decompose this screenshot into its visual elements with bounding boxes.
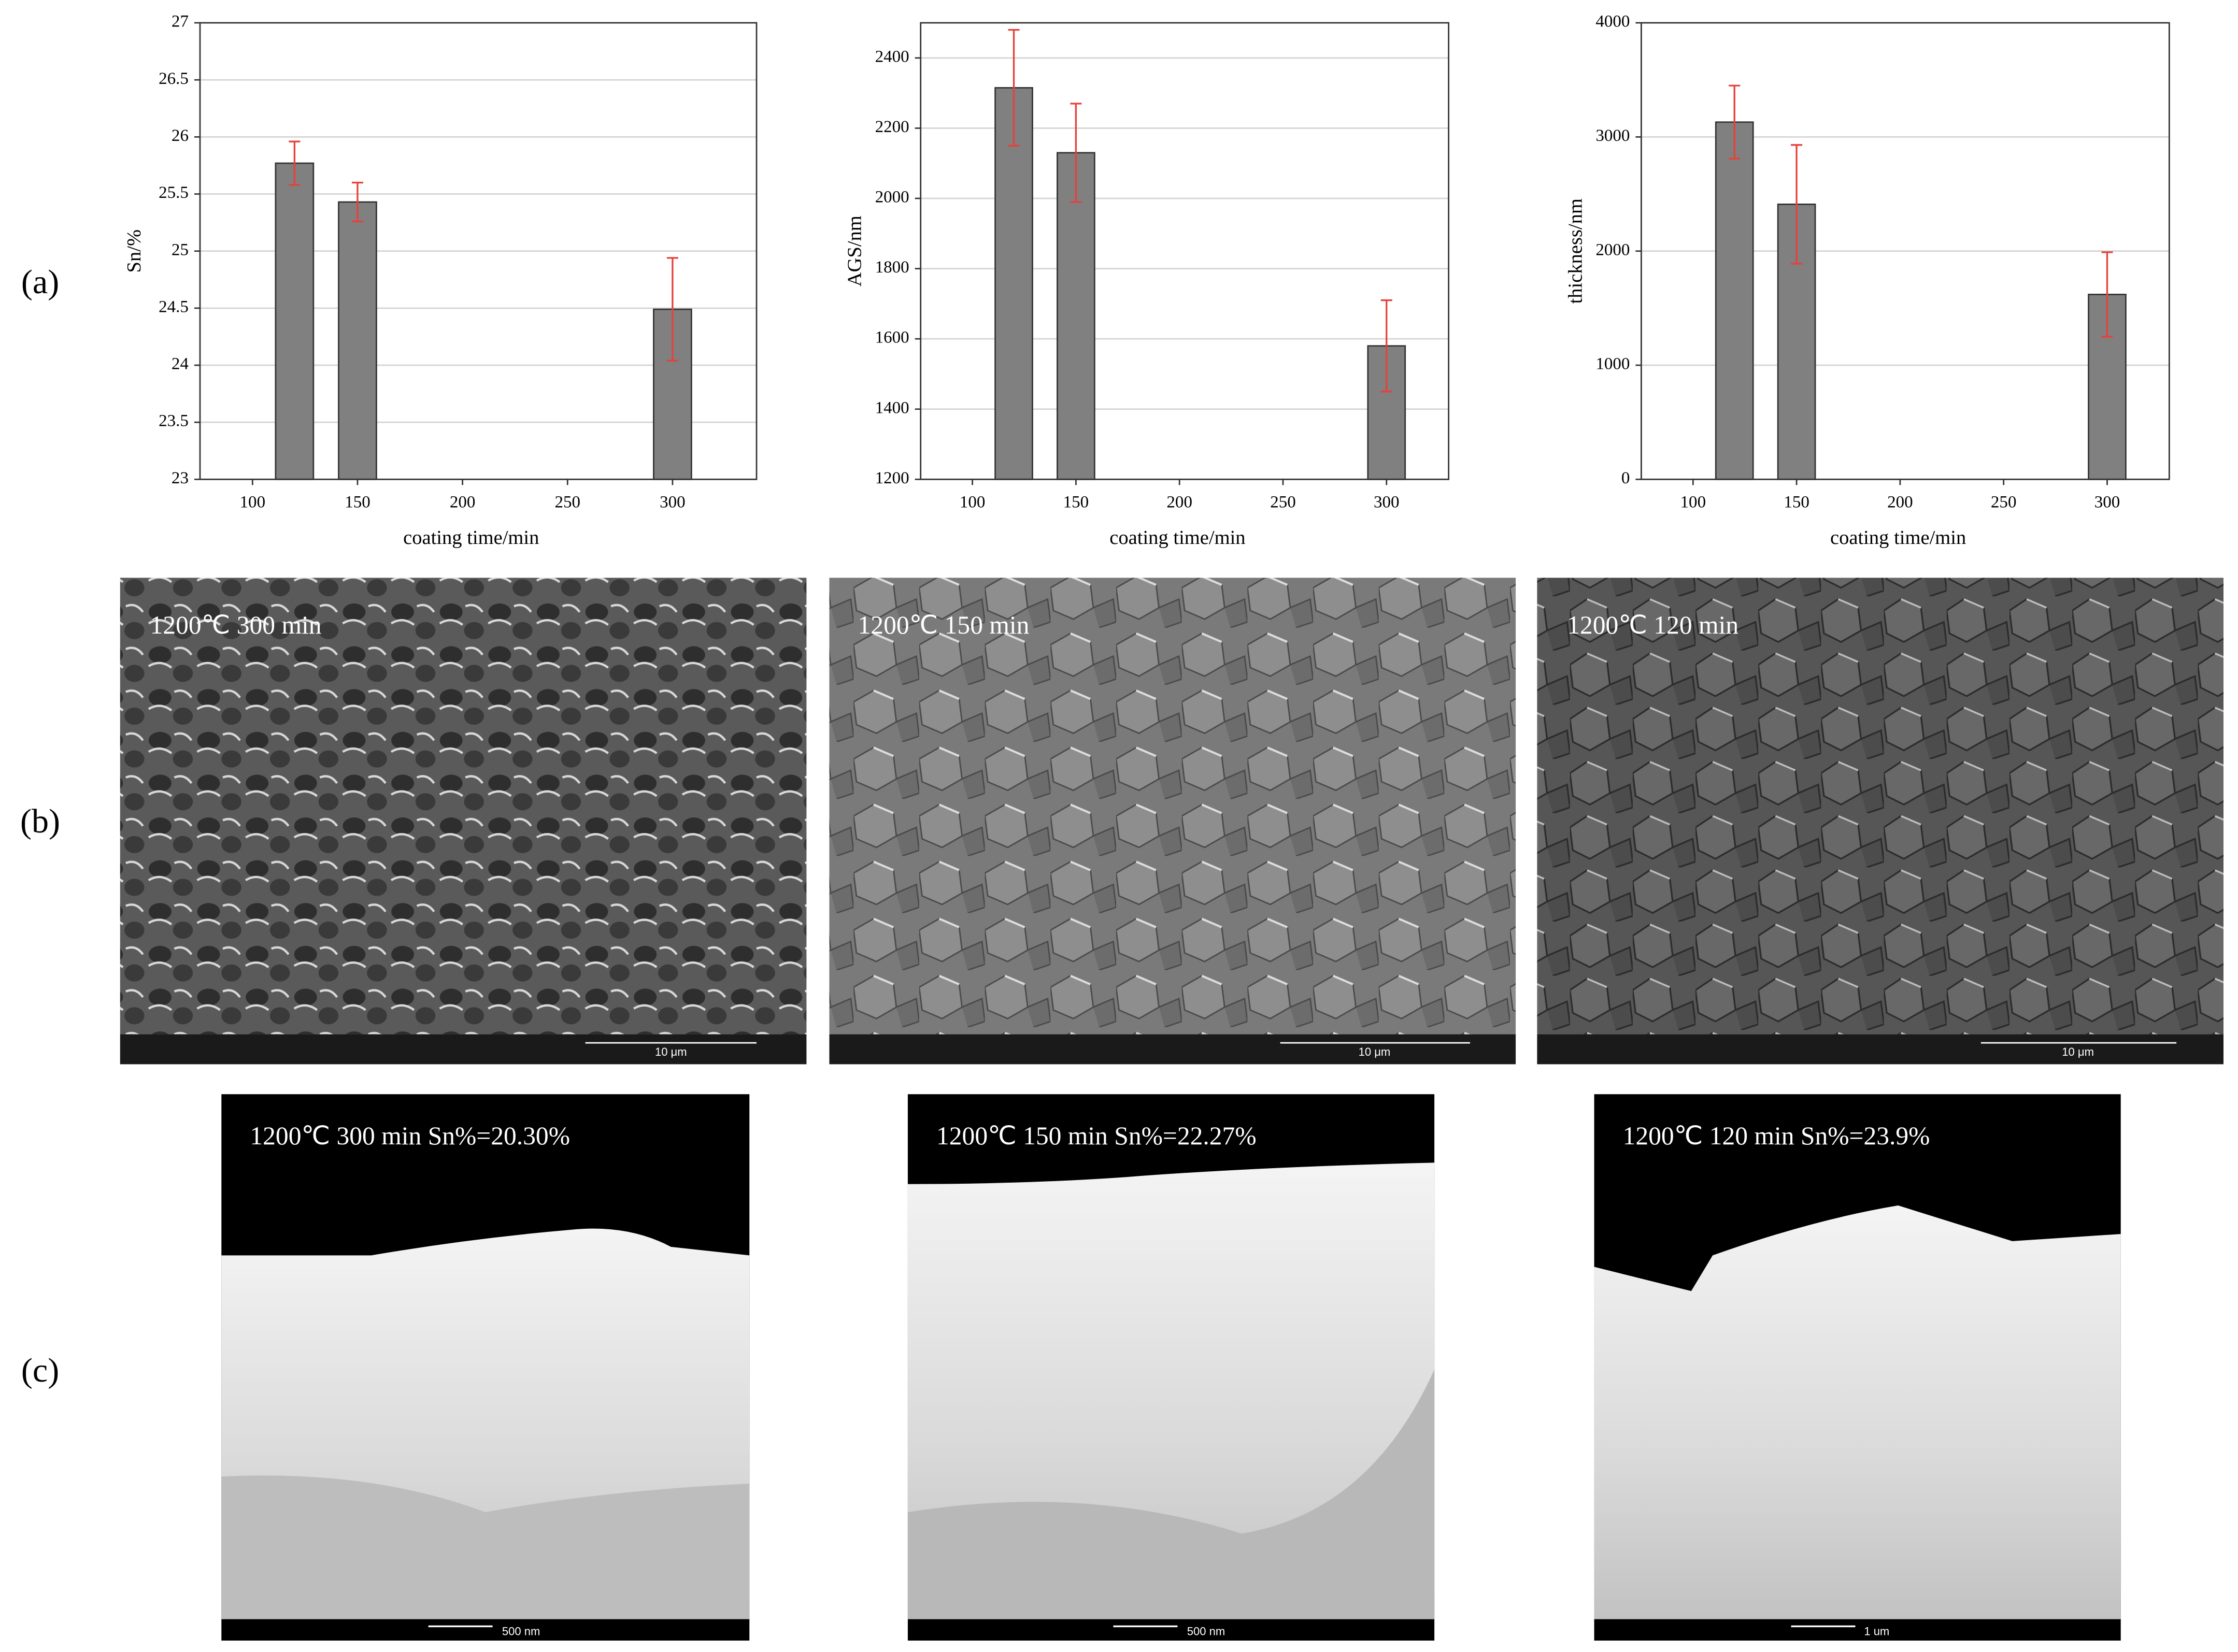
axis-frame	[1641, 22, 2170, 480]
y-tick-label: 1400	[875, 398, 909, 417]
y-tick-label: 2400	[875, 47, 909, 66]
y-axis-label: Sn/%	[123, 229, 145, 273]
bar	[338, 201, 377, 480]
x-tick-label: 200	[450, 493, 476, 512]
x-tick-label: 150	[345, 493, 370, 512]
image-label: 1200℃ 120 min	[1567, 611, 1738, 639]
y-tick-label: 4000	[1595, 12, 1630, 31]
y-tick-label: 27	[172, 12, 189, 31]
image-label: 1200℃ 150 min	[858, 611, 1030, 639]
sem-footer	[120, 1034, 807, 1065]
tem-image: 500 nm 1200℃ 150 min Sn%=22.27%	[907, 1094, 1435, 1641]
x-tick-label: 300	[660, 493, 686, 512]
y-tick-label: 1800	[875, 258, 909, 277]
scale-text: 500 nm	[1187, 1625, 1225, 1637]
image-label: 1200℃ 150 min Sn%=22.27%	[936, 1122, 1257, 1150]
scale-text: 10 μm	[2062, 1045, 2094, 1058]
y-tick-label: 26.5	[159, 69, 189, 88]
image-label: 1200℃ 300 min	[150, 611, 322, 639]
tem-image: 1 um 1200℃ 120 min Sn%=23.9%	[1594, 1094, 2121, 1641]
bar-chart: 0 1000 2000 3000 4000 100 150 200 250 300 coating …	[1564, 12, 2170, 549]
sem-footer	[829, 1034, 1516, 1065]
x-tick-label: 250	[554, 493, 580, 512]
x-tick-label: 100	[1680, 493, 1706, 512]
tem-footer	[907, 1619, 1435, 1641]
y-tick-label: 25	[172, 240, 189, 259]
sem-footer	[1537, 1034, 2224, 1065]
x-tick-label: 300	[2094, 493, 2120, 512]
bar-chart: 23 23.5 24 24.5 25 25.5 26 26.5 27 100 150 200 250 30…	[123, 12, 758, 549]
y-tick-label: 2200	[875, 118, 909, 136]
y-tick-label: 2000	[875, 188, 909, 207]
x-tick-label: 200	[1887, 493, 1913, 512]
axis-frame	[920, 22, 1450, 480]
sem-picture	[120, 578, 807, 1035]
tem-footer	[1594, 1619, 2121, 1641]
x-tick-label: 250	[1991, 493, 2017, 512]
tem-footer	[221, 1619, 750, 1641]
x-tick-label: 100	[960, 493, 986, 512]
tem-substrate	[221, 1475, 750, 1619]
panel-label: (b)	[20, 802, 60, 840]
sem-picture	[829, 578, 1516, 1035]
axis-frame	[199, 22, 758, 480]
image-label: 1200℃ 120 min Sn%=23.9%	[1623, 1122, 1930, 1150]
bar	[1057, 152, 1095, 480]
x-tick-label: 150	[1063, 493, 1089, 512]
y-tick-label: 23	[172, 469, 189, 487]
y-axis-label: AGS/nm	[844, 216, 866, 286]
y-tick-label: 3000	[1595, 126, 1630, 145]
y-tick-label: 1600	[875, 328, 909, 347]
scale-text: 500 nm	[502, 1625, 540, 1637]
image-label: 1200℃ 300 min Sn%=20.30%	[250, 1122, 570, 1150]
x-axis-label: coating time/min	[403, 527, 539, 549]
y-tick-label: 26	[172, 126, 189, 145]
y-tick-label: 0	[1621, 469, 1630, 487]
sem-image: 10 μm 1200℃ 150 min	[829, 578, 1516, 1065]
x-tick-label: 300	[1374, 493, 1400, 512]
bar	[1715, 121, 1754, 480]
sem-image: 10 μm 1200℃ 300 min	[120, 578, 807, 1065]
x-tick-label: 100	[240, 493, 266, 512]
scale-text: 10 μm	[1359, 1045, 1391, 1058]
tem-body	[1594, 1205, 2121, 1619]
y-tick-label: 2000	[1595, 240, 1630, 259]
x-tick-label: 200	[1166, 493, 1192, 512]
panel-label: (c)	[21, 1352, 59, 1389]
tem-image: 500 nm 1200℃ 300 min Sn%=20.30%	[221, 1094, 750, 1641]
scale-text: 10 μm	[655, 1045, 687, 1058]
y-axis-label: thickness/nm	[1564, 198, 1586, 304]
x-axis-label: coating time/min	[1109, 527, 1245, 549]
y-tick-label: 1000	[1595, 355, 1630, 374]
sem-picture	[1537, 578, 2224, 1035]
x-tick-label: 250	[1270, 493, 1296, 512]
sem-image: 10 μm 1200℃ 120 min	[1537, 578, 2224, 1065]
bar-chart: 1200 1400 1600 1800 2000 2200 2400 100 150 200 250…	[844, 22, 1450, 549]
y-tick-label: 1200	[875, 469, 909, 487]
x-axis-label: coating time/min	[1830, 527, 1966, 549]
bar	[275, 162, 315, 480]
y-tick-label: 24.5	[159, 297, 189, 316]
x-tick-label: 150	[1784, 493, 1809, 512]
panel-label: (a)	[21, 263, 59, 301]
y-tick-label: 24	[172, 355, 189, 374]
y-tick-label: 23.5	[159, 412, 189, 430]
tem-substrate	[907, 1369, 1435, 1619]
scale-text: 1 um	[1864, 1625, 1889, 1637]
y-tick-label: 25.5	[159, 183, 189, 202]
